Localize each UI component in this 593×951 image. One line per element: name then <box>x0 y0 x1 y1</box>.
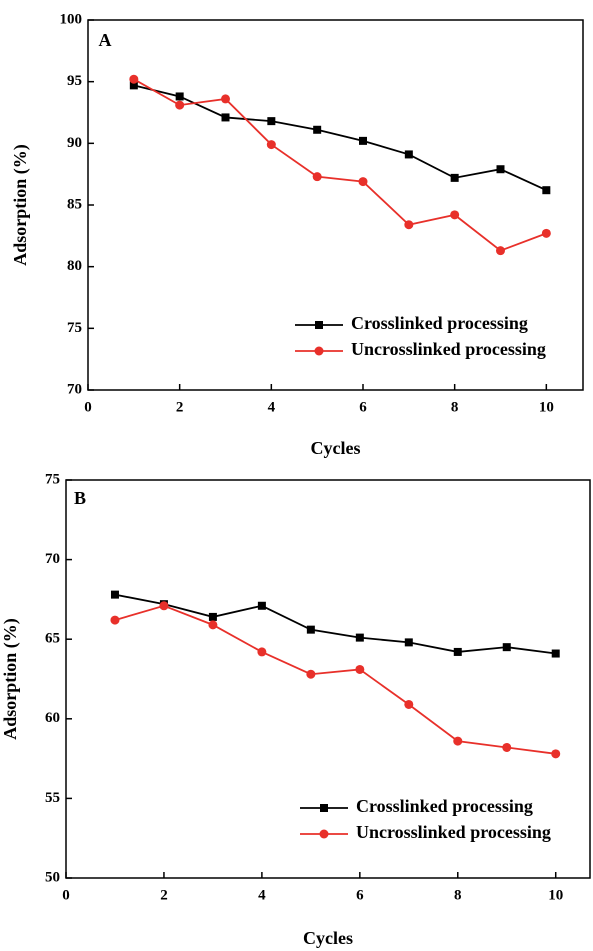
marker <box>257 647 267 657</box>
marker <box>502 742 512 752</box>
marker <box>110 590 119 599</box>
y-tick-label: 95 <box>67 73 82 89</box>
marker <box>175 100 185 110</box>
marker <box>175 92 184 101</box>
x-tick-label: 10 <box>548 887 563 903</box>
y-tick-label: 80 <box>67 258 82 274</box>
marker <box>306 625 315 634</box>
marker <box>450 173 459 182</box>
marker <box>453 736 463 746</box>
marker <box>129 81 138 90</box>
marker <box>208 620 218 630</box>
marker <box>358 177 368 187</box>
series-line <box>114 604 556 755</box>
y-tick-label: 60 <box>45 710 60 726</box>
marker <box>129 74 139 84</box>
y-axis-label: Adsorption (%) <box>10 144 31 266</box>
marker <box>496 165 505 174</box>
x-tick-label: 8 <box>451 399 459 415</box>
plot-frame <box>87 19 584 391</box>
y-tick-label: 65 <box>45 631 60 647</box>
marker <box>313 125 322 134</box>
legend-marker <box>314 346 324 356</box>
marker <box>453 647 462 656</box>
x-tick-label: 2 <box>176 399 184 415</box>
x-tick-label: 10 <box>539 399 554 415</box>
legend-label: Crosslinked processing <box>356 796 533 816</box>
marker <box>355 664 365 674</box>
x-tick-label: 0 <box>62 887 70 903</box>
marker <box>551 749 561 759</box>
marker <box>551 649 560 658</box>
panel-label: B <box>74 488 86 508</box>
marker <box>496 246 505 256</box>
series-line <box>114 593 556 655</box>
x-tick-label: 4 <box>258 887 266 903</box>
x-tick-label: 8 <box>454 887 462 903</box>
marker <box>221 94 230 104</box>
y-tick-label: 70 <box>67 381 82 397</box>
marker <box>450 210 460 220</box>
marker <box>110 615 120 625</box>
marker <box>159 601 169 611</box>
marker <box>502 643 511 652</box>
panel-label: A <box>99 30 112 50</box>
legend-label: Uncrosslinked processing <box>351 339 546 359</box>
x-tick-label: 2 <box>160 887 168 903</box>
marker <box>266 140 276 150</box>
legend-marker <box>315 321 323 329</box>
series-line <box>133 84 547 192</box>
x-tick-label: 6 <box>356 887 364 903</box>
marker <box>404 638 413 647</box>
y-tick-label: 70 <box>45 551 60 567</box>
marker <box>541 228 551 238</box>
marker <box>359 136 367 145</box>
x-tick-label: 0 <box>84 399 92 415</box>
legend-label: Crosslinked processing <box>351 313 528 333</box>
x-axis-label: Cycles <box>311 438 361 458</box>
marker <box>306 669 316 679</box>
marker <box>221 113 230 122</box>
marker <box>208 612 217 621</box>
legend-marker <box>320 804 328 812</box>
y-axis-label: Adsorption (%) <box>0 618 21 740</box>
series-line <box>133 78 547 252</box>
marker <box>267 117 276 126</box>
marker <box>542 186 551 195</box>
y-tick-label: 75 <box>45 471 60 487</box>
x-tick-label: 4 <box>268 399 276 415</box>
legend-label: Uncrosslinked processing <box>356 822 551 842</box>
y-tick-label: 75 <box>67 320 82 336</box>
x-tick-label: 6 <box>359 399 367 415</box>
marker <box>404 220 414 230</box>
y-tick-label: 85 <box>67 196 82 212</box>
marker <box>257 601 266 610</box>
marker <box>404 150 413 159</box>
x-axis-label: Cycles <box>303 928 353 948</box>
y-tick-label: 55 <box>45 790 60 806</box>
marker <box>355 633 364 642</box>
marker <box>312 172 322 182</box>
legend-marker <box>319 829 329 839</box>
plot-frame <box>65 479 591 879</box>
marker <box>404 699 414 709</box>
y-tick-label: 100 <box>60 11 83 27</box>
y-tick-label: 90 <box>67 135 82 151</box>
y-tick-label: 50 <box>45 869 60 885</box>
